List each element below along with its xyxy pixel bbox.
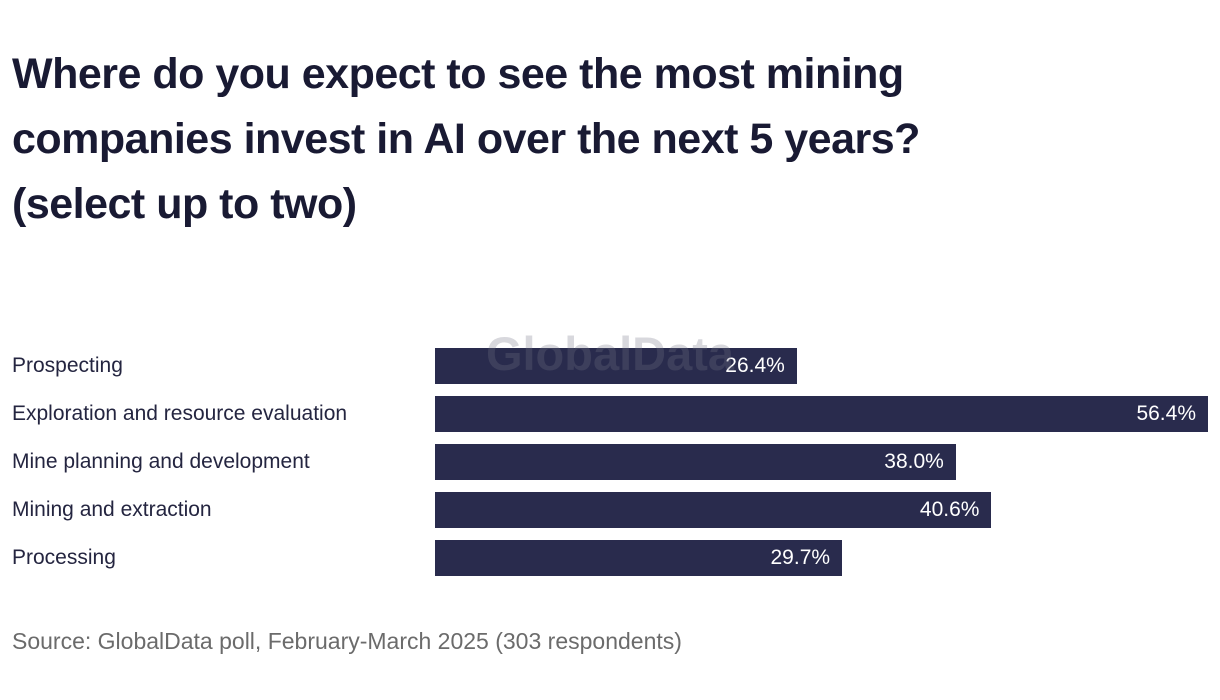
title-line-2: companies invest in AI over the next 5 y… [12, 115, 920, 163]
source-note: Source: GlobalData poll, February-March … [12, 628, 682, 654]
bar-row: Exploration and resource evaluation 56.4… [12, 396, 1208, 432]
bar-row: Processing 29.7% [12, 540, 1208, 576]
bar-label: Mine planning and development [12, 450, 310, 473]
bar-track: 38.0% [435, 444, 1208, 480]
bar-value-label: 38.0% [884, 450, 944, 473]
bar-label: Prospecting [12, 354, 123, 377]
bar-row: Mine planning and development 38.0% [12, 444, 1208, 480]
bar-label: Exploration and resource evaluation [12, 402, 348, 425]
bar-value-label: 56.4% [1136, 402, 1196, 425]
bar: 26.4% [435, 348, 797, 384]
bar: 38.0% [435, 444, 956, 480]
bar-value-label: 40.6% [919, 498, 980, 521]
bar: 56.4% [435, 396, 1208, 432]
bar-chart: Prospecting 26.4% Exploration and resour… [12, 348, 1208, 588]
bar-track: 40.6% [435, 492, 1208, 528]
title-line-1: Where do you expect to see the most mini… [12, 50, 904, 98]
bar-label: Processing [12, 546, 116, 569]
bar-value-label: 29.7% [770, 546, 831, 569]
bar-row: Prospecting 26.4% [12, 348, 1208, 384]
bar-row: Mining and extraction 40.6% [12, 492, 1208, 528]
chart-title: Where do you expect to see the most mini… [12, 42, 1112, 237]
bar-track: 56.4% [435, 396, 1208, 432]
bar: 29.7% [435, 540, 843, 576]
bar-value-label: 26.4% [725, 354, 785, 377]
bar-track: 29.7% [435, 540, 1208, 576]
bar-label: Mining and extraction [12, 498, 212, 521]
title-line-3: (select up to two) [12, 180, 357, 228]
bar-track: 26.4% [435, 348, 1208, 384]
bar: 40.6% [435, 492, 992, 528]
